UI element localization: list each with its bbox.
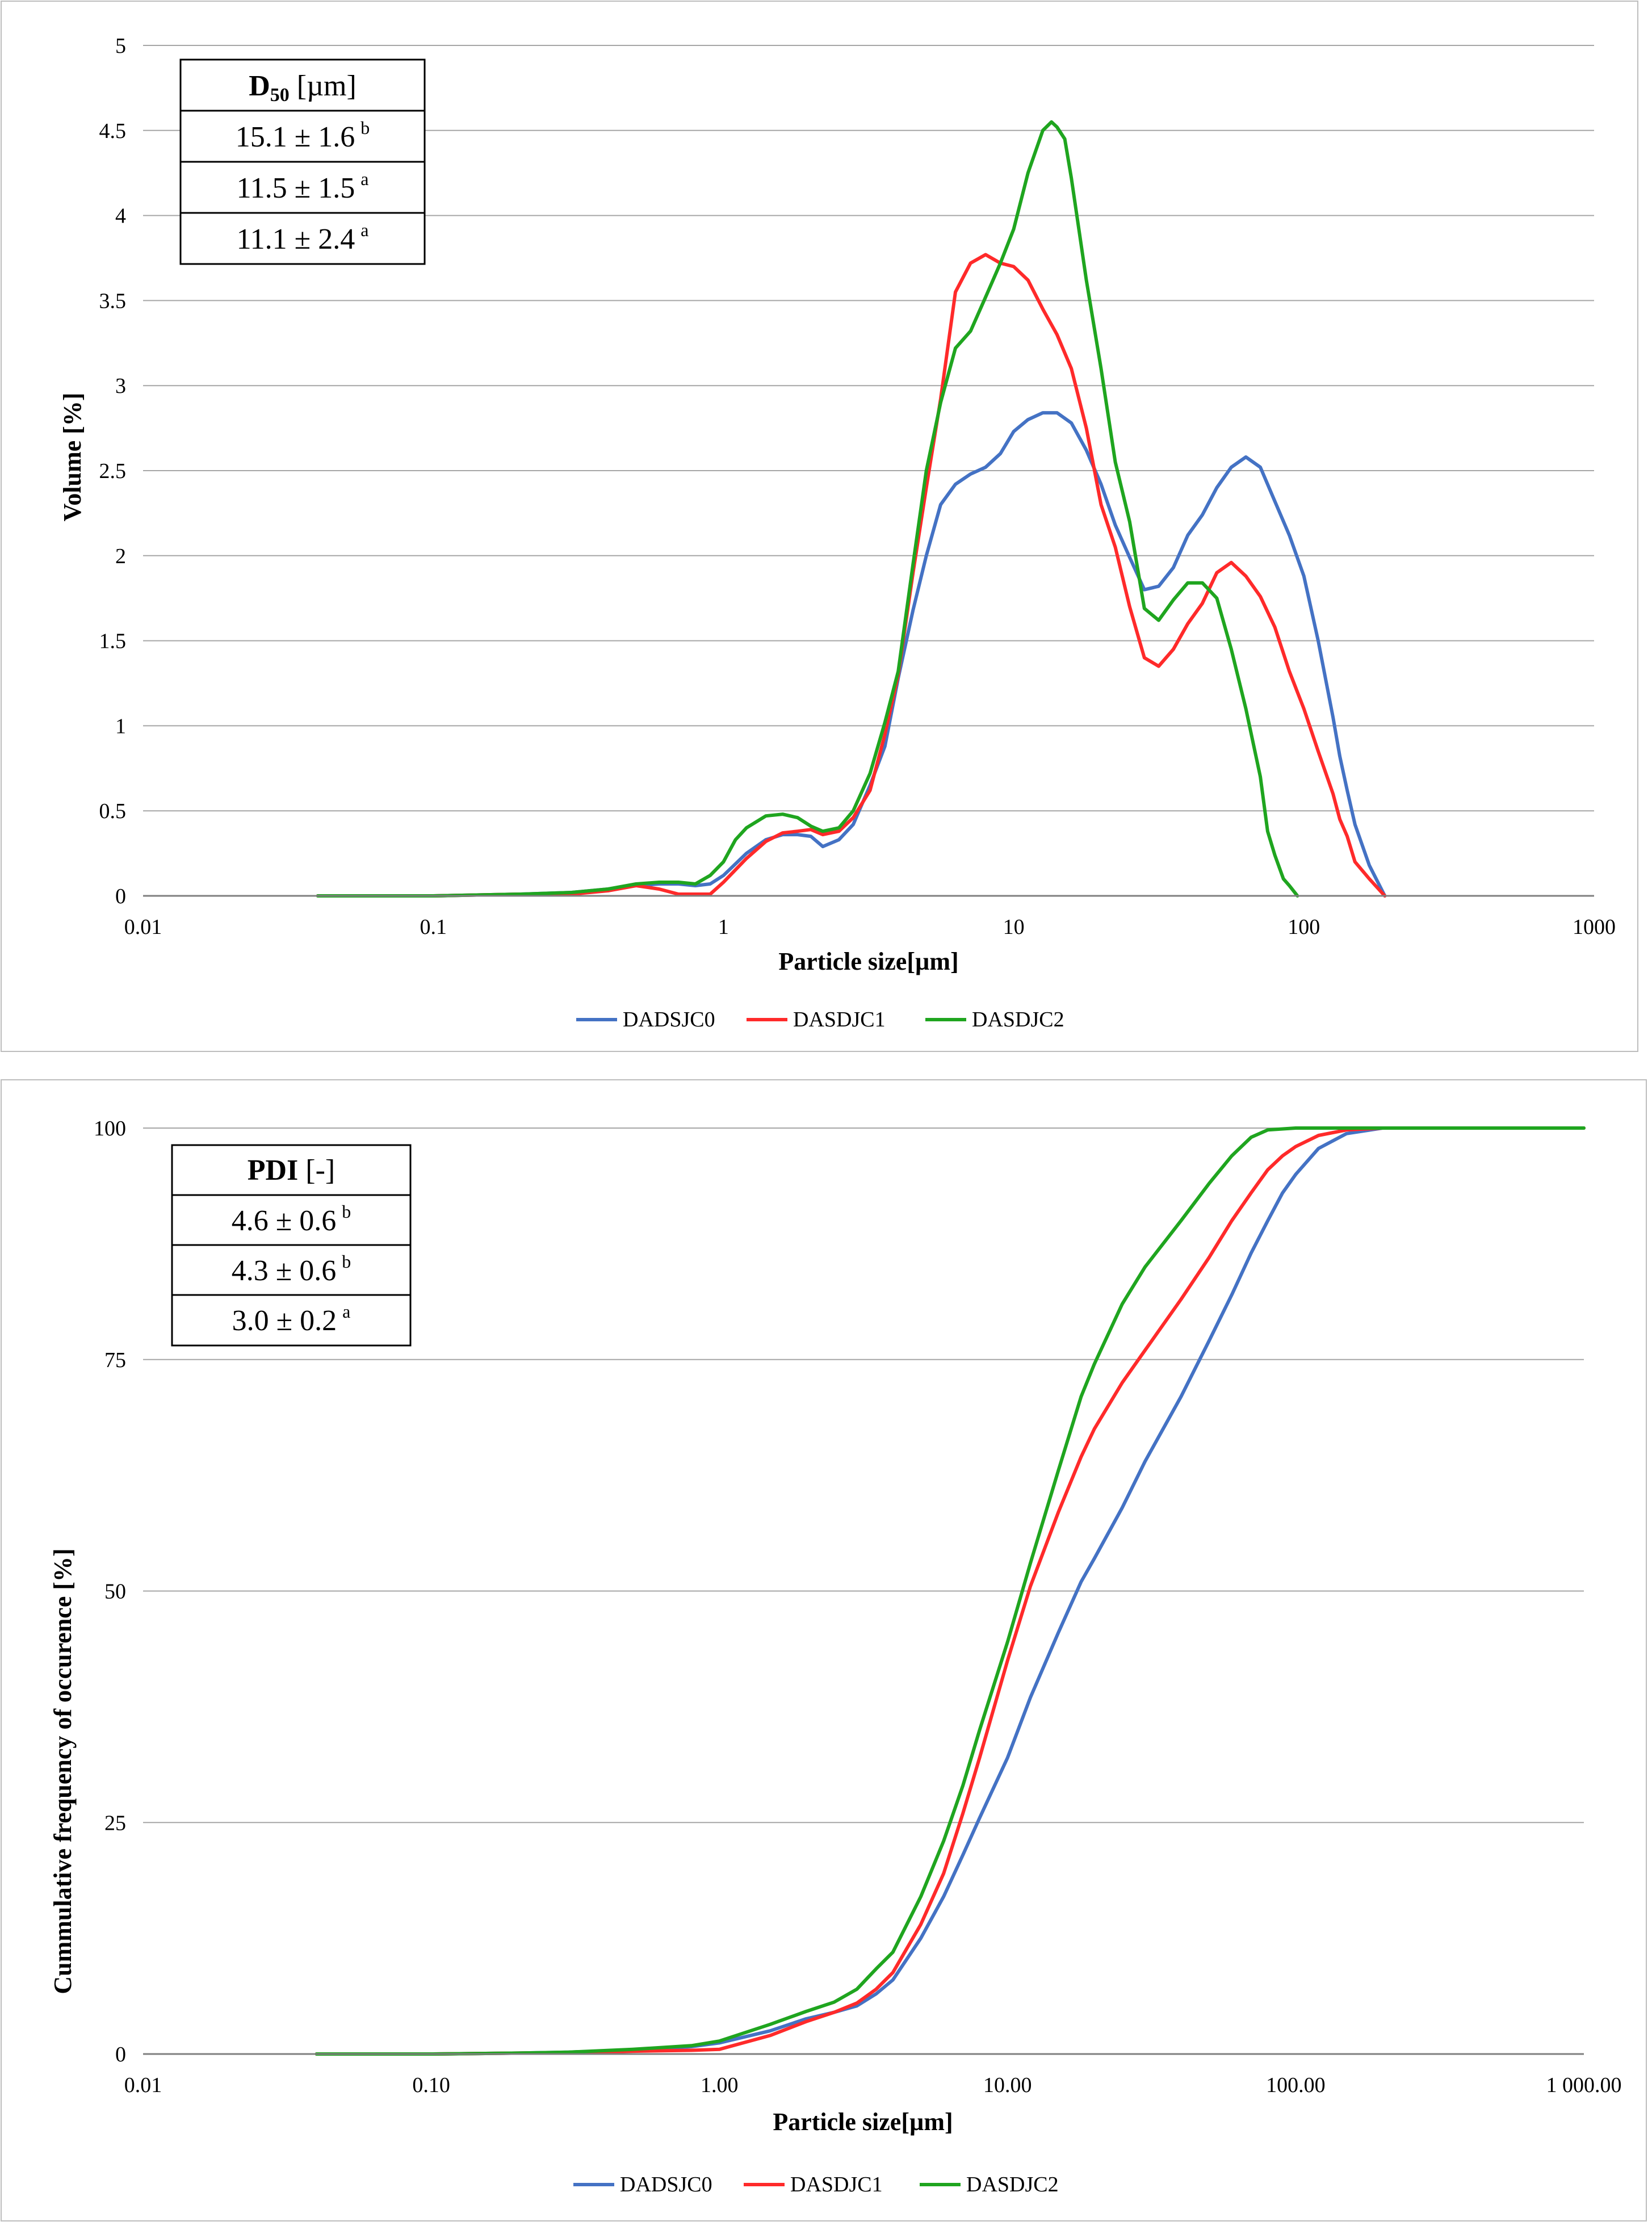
y-tick-label: 100 — [94, 1117, 126, 1141]
pdi-table: PDI [-] 4.6 ± 0.6 b 4.3 ± 0.6 b 3.0 ± 0.2 a — [171, 1144, 412, 1347]
legend-label: DASDJC1 — [793, 1008, 886, 1032]
legend-label: DASDJC1 — [790, 2173, 883, 2197]
y-tick-label: 25 — [104, 1811, 126, 1835]
x-axis-label: Particle size[µm] — [773, 2108, 953, 2136]
x-tick-label: 1 000.00 — [1546, 2073, 1622, 2097]
x-tick-label: 0.10 — [412, 2073, 450, 2097]
y-tick-label: 50 — [104, 1580, 126, 1604]
legend: DADSJC0 DASDJC1 DASDJC2 — [573, 2173, 1059, 2197]
y-tick-label: 3.5 — [99, 289, 127, 313]
series-line-dasdjc2 — [315, 1126, 1586, 2056]
d50-table-row: 15.1 ± 1.6 b — [236, 118, 370, 153]
y-tick-label: 2 — [115, 544, 126, 568]
series-line-dasdjc1 — [315, 1126, 1586, 2056]
x-tick-label: 1000 — [1573, 915, 1616, 939]
d50-table-header: D50 [µm] — [249, 70, 357, 106]
x-tick-label: 100.00 — [1266, 2073, 1326, 2097]
y-axis-label: Cummulative frequency of occurence [%] — [49, 1548, 77, 1994]
y-tick-label: 1.5 — [99, 630, 127, 653]
x-tick-labels: 0.01 0.10 1.00 10.00 100.00 1 000.00 — [124, 2073, 1622, 2097]
y-tick-label: 0.5 — [99, 799, 127, 823]
x-tick-label: 0.01 — [124, 915, 162, 939]
x-tick-label: 10 — [1003, 915, 1025, 939]
y-tick-labels: 0 25 50 75 100 — [94, 1117, 126, 2066]
cumulative-frequency-chart: 0 25 50 75 100 0.01 0.10 1.00 10.00 100.00 1 000.… — [1, 1079, 1647, 2221]
x-tick-labels: 0.01 0.1 1 10 100 1000 — [124, 915, 1616, 939]
x-tick-label: 0.01 — [124, 2073, 162, 2097]
x-tick-label: 100 — [1288, 915, 1320, 939]
series-line-dasdjc2 — [316, 120, 1299, 898]
x-tick-label: 0.1 — [420, 915, 447, 939]
y-tick-label: 0 — [115, 2043, 126, 2066]
legend-label: DADSJC0 — [623, 1008, 715, 1032]
legend-label: DASDJC2 — [972, 1008, 1064, 1032]
pdi-table-row: 4.6 ± 0.6 b — [232, 1201, 351, 1237]
x-tick-label: 1 — [718, 915, 729, 939]
legend: DADSJC0 DASDJC1 DASDJC2 — [576, 1008, 1064, 1032]
x-tick-label: 10.00 — [983, 2073, 1032, 2097]
d50-table-row: 11.1 ± 2.4 a — [237, 220, 369, 255]
y-tick-label: 3 — [115, 374, 126, 398]
pdi-table-header: PDI [-] — [248, 1154, 336, 1187]
y-axis-label: Volume [%] — [58, 393, 86, 522]
chart-frame — [1, 1079, 1647, 2221]
legend-label: DADSJC0 — [620, 2173, 712, 2197]
y-tick-label: 5 — [115, 34, 126, 58]
d50-table-row: 11.5 ± 1.5 a — [237, 169, 369, 204]
x-tick-label: 1.00 — [701, 2073, 739, 2097]
pdi-table-row: 3.0 ± 0.2 a — [232, 1301, 351, 1337]
y-tick-label: 75 — [104, 1348, 126, 1372]
y-tick-label: 0 — [115, 885, 126, 908]
legend-label: DASDJC2 — [966, 2173, 1059, 2197]
x-axis-label: Particle size[µm] — [778, 948, 958, 975]
d50-table: D50 [µm] 15.1 ± 1.6 b 11.5 ± 1.5 a 11.1 ± … — [179, 58, 426, 265]
series-lines — [315, 1126, 1586, 2056]
y-tick-label: 1 — [115, 714, 126, 738]
series-line-dadsjc0 — [316, 411, 1387, 898]
pdi-table-row: 4.3 ± 0.6 b — [232, 1251, 351, 1287]
y-tick-label: 2.5 — [99, 459, 127, 483]
volume-distribution-chart: 00.511.522.533.544.55 0.01 0.1 1 10 100 1000 … — [1, 1, 1638, 1052]
y-tick-label: 4 — [115, 204, 126, 228]
series-lines — [316, 120, 1387, 898]
y-tick-labels: 0 0.5 1 1.5 2 2.5 3 3.5 4 4.5 5 — [99, 34, 127, 908]
y-tick-label: 4.5 — [99, 119, 127, 143]
